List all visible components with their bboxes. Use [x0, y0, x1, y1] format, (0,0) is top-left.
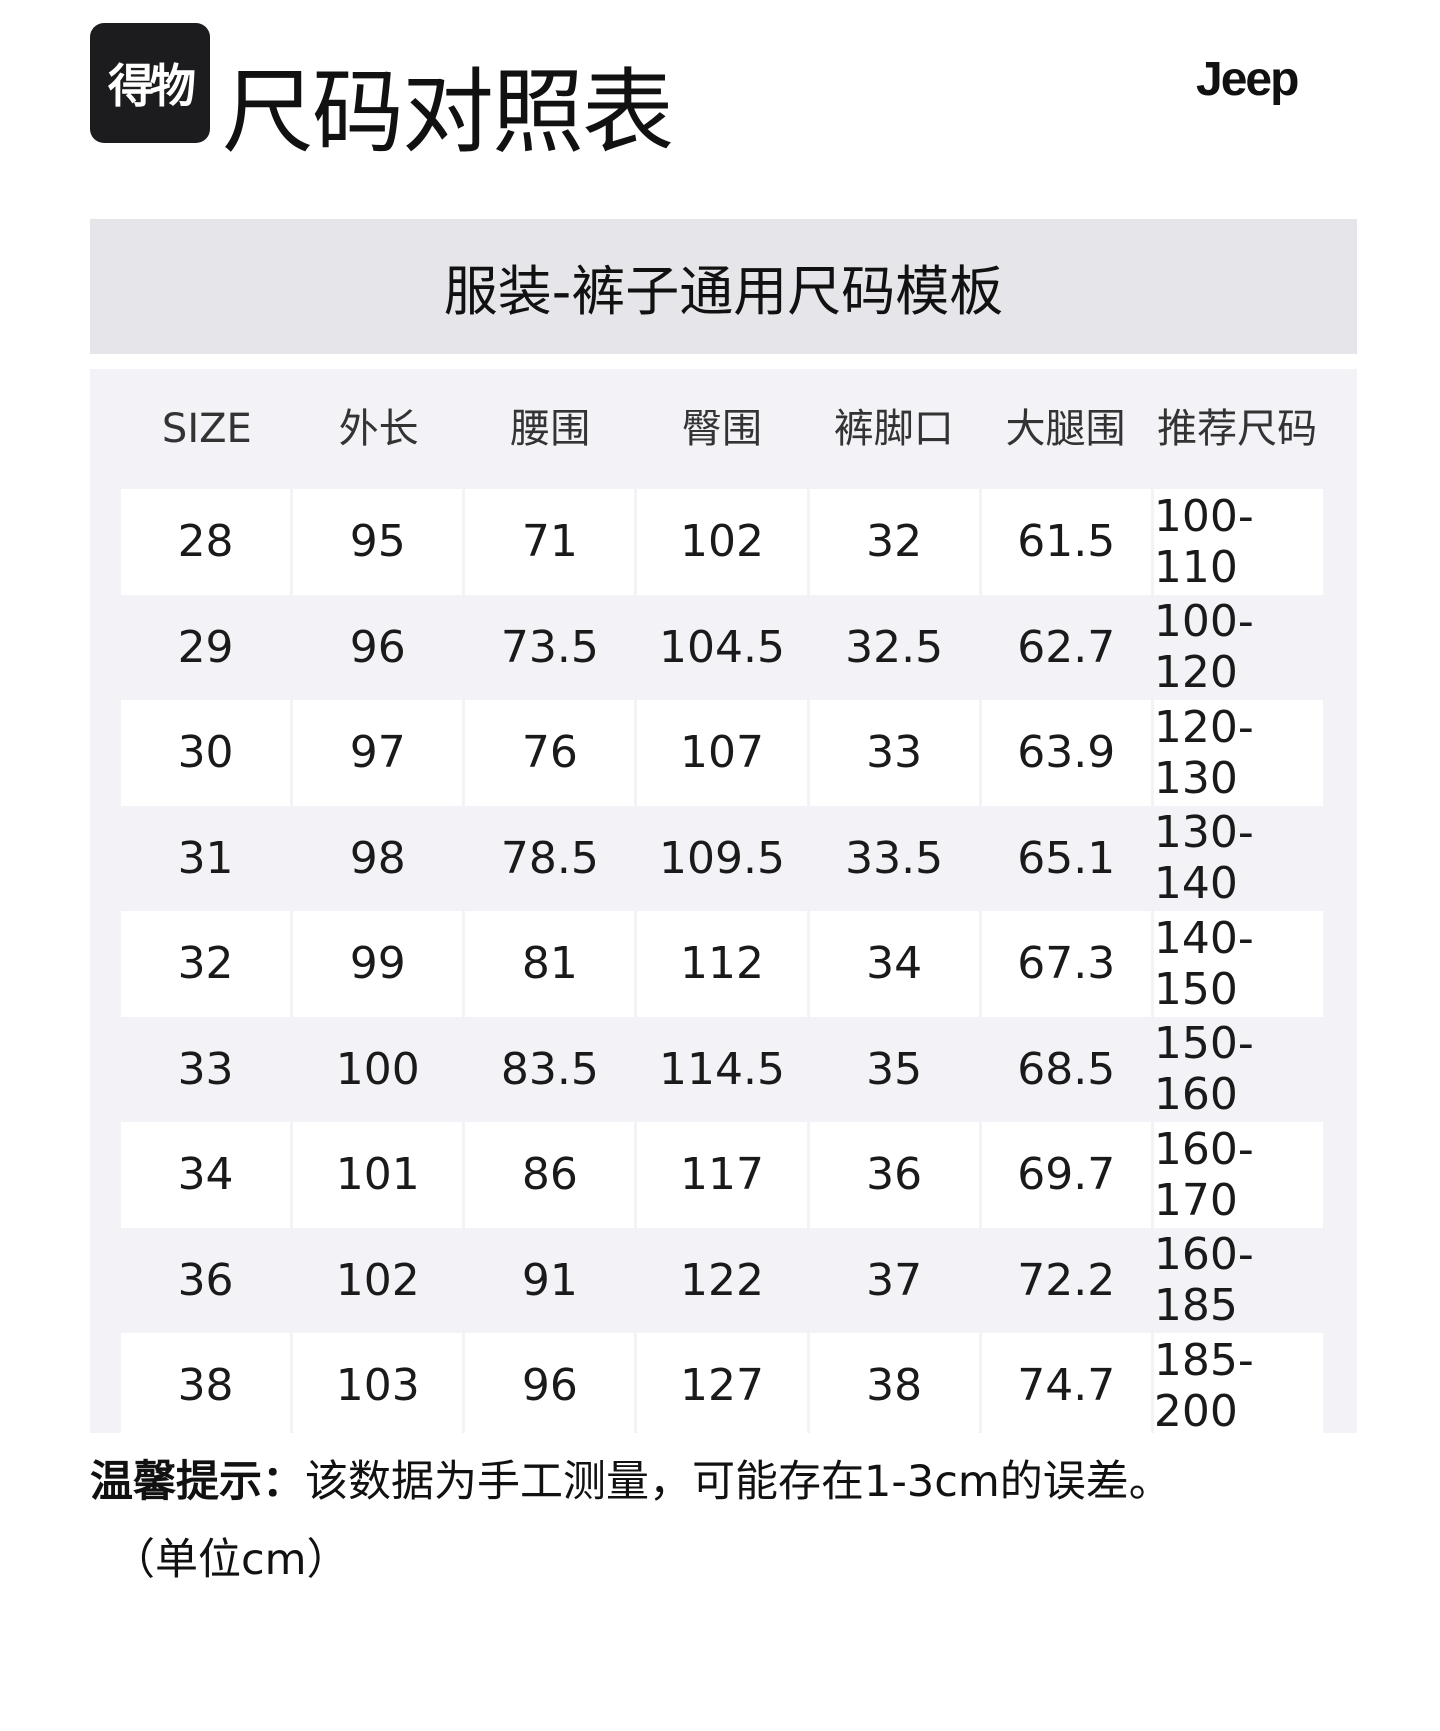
table-cell: 33 — [809, 700, 979, 806]
table-cell: 101 — [293, 1122, 463, 1228]
table-cell: 107 — [637, 700, 807, 806]
table-cell: 86 — [465, 1122, 635, 1228]
table-cell: 36 — [177, 1254, 234, 1306]
table-cell: 127 — [637, 1333, 807, 1439]
table-cell: 72.2 — [1017, 1254, 1116, 1306]
table-row: 30 97 76 107 33 63.9 120-130 — [121, 700, 1323, 806]
table-cell: 38 — [809, 1333, 979, 1439]
table-row: 32 99 81 112 34 67.3 140-150 — [121, 911, 1323, 1017]
dewu-logo: 得物 — [90, 23, 210, 143]
table-cell: 150-160 — [1153, 1018, 1254, 1121]
table-cell: 83.5 — [500, 1043, 599, 1095]
unit-note: （单位cm） — [112, 1535, 350, 1585]
column-header: 腰围 — [510, 406, 591, 452]
table-cell: 61.5 — [981, 489, 1151, 595]
table-cell: 68.5 — [1017, 1043, 1116, 1095]
table-cell: 74.7 — [981, 1333, 1151, 1439]
tip-text: 该数据为手工测量，可能存在1-3cm的误差。 — [305, 1457, 1172, 1507]
column-header: SIZE — [161, 406, 252, 452]
table-cell: 32 — [121, 911, 291, 1017]
table-cell: 117 — [637, 1122, 807, 1228]
table-cell: 32.5 — [845, 621, 944, 673]
page-title: 尺码对照表 — [222, 59, 674, 166]
table-cell: 104.5 — [659, 621, 785, 673]
table-cell: 63.9 — [981, 700, 1151, 806]
table-cell: 100 — [335, 1043, 420, 1095]
size-table: SIZE 外长 腰围 臀围 裤脚口 大腿围 推荐尺码 28 95 71 102 32 61.5 100-… — [90, 369, 1357, 1439]
jeep-logo: Jeep — [1196, 53, 1299, 106]
table-cell: 76 — [465, 700, 635, 806]
table-cell: 62.7 — [1017, 621, 1116, 673]
column-header: 臀围 — [682, 406, 763, 452]
column-header: 大腿围 — [1005, 406, 1126, 452]
table-cell: 95 — [293, 489, 463, 595]
column-header: 裤脚口 — [833, 406, 954, 452]
table-cell: 102 — [335, 1254, 420, 1306]
table-cell: 140-150 — [1153, 911, 1323, 1017]
table-cell: 100-120 — [1153, 596, 1254, 699]
table-cell: 102 — [637, 489, 807, 595]
table-cell: 114.5 — [659, 1043, 785, 1095]
table-cell: 38 — [121, 1333, 291, 1439]
table-cell: 96 — [465, 1333, 635, 1439]
table-cell: 36 — [809, 1122, 979, 1228]
table-cell: 32 — [809, 489, 979, 595]
template-title: 服装-裤子通用尺码模板 — [90, 219, 1357, 354]
table-cell: 31 — [177, 832, 234, 884]
table-cell: 91 — [521, 1254, 578, 1306]
table-cell: 160-185 — [1153, 1229, 1254, 1332]
table-cell: 73.5 — [500, 621, 599, 673]
table-cell: 33.5 — [845, 832, 944, 884]
table-cell: 120-130 — [1153, 700, 1323, 806]
table-cell: 37 — [866, 1254, 923, 1306]
table-cell: 29 — [177, 621, 234, 673]
table-cell: 109.5 — [659, 832, 785, 884]
table-cell: 97 — [293, 700, 463, 806]
table-cell: 103 — [293, 1333, 463, 1439]
table-header: SIZE 外长 腰围 臀围 裤脚口 大腿围 推荐尺码 — [121, 399, 1323, 459]
table-cell: 185-200 — [1153, 1333, 1323, 1439]
tip-label: 温馨提示： — [90, 1457, 305, 1507]
table-cell: 28 — [121, 489, 291, 595]
table-cell: 35 — [866, 1043, 923, 1095]
table-row: 36 102 91 122 37 72.2 160-185 — [121, 1228, 1323, 1334]
table-cell: 78.5 — [500, 832, 599, 884]
table-cell: 30 — [121, 700, 291, 806]
column-header: 推荐尺码 — [1157, 406, 1318, 452]
column-header: 外长 — [338, 406, 419, 452]
table-cell: 34 — [809, 911, 979, 1017]
table-cell: 99 — [293, 911, 463, 1017]
table-cell: 65.1 — [1017, 832, 1116, 884]
table-cell: 33 — [177, 1043, 234, 1095]
table-row: 38 103 96 127 38 74.7 185-200 — [121, 1333, 1323, 1439]
table-cell: 34 — [121, 1122, 291, 1228]
table-cell: 130-140 — [1153, 807, 1254, 910]
table-cell: 96 — [349, 621, 406, 673]
table-cell: 112 — [637, 911, 807, 1017]
table-cell: 67.3 — [981, 911, 1151, 1017]
table-cell: 71 — [465, 489, 635, 595]
table-cell: 122 — [680, 1254, 764, 1306]
table-cell: 69.7 — [981, 1122, 1151, 1228]
table-cell: 100-110 — [1153, 489, 1323, 595]
table-cell: 81 — [465, 911, 635, 1017]
table-row: 29 96 73.5 104.5 32.5 62.7 100-120 — [121, 595, 1323, 701]
table-cell: 98 — [349, 832, 406, 884]
table-row: 33 100 83.5 114.5 35 68.5 150-160 — [121, 1017, 1323, 1123]
table-row: 28 95 71 102 32 61.5 100-110 — [121, 489, 1323, 595]
tip-note: 温馨提示：该数据为手工测量，可能存在1-3cm的误差。 — [90, 1452, 1172, 1512]
table-cell: 160-170 — [1153, 1122, 1323, 1228]
table-row: 31 98 78.5 109.5 33.5 65.1 130-140 — [121, 806, 1323, 912]
table-body: 28 95 71 102 32 61.5 100-110 29 96 73.5 104.5 32.5 6… — [121, 489, 1323, 1439]
table-row: 34 101 86 117 36 69.7 160-170 — [121, 1122, 1323, 1228]
